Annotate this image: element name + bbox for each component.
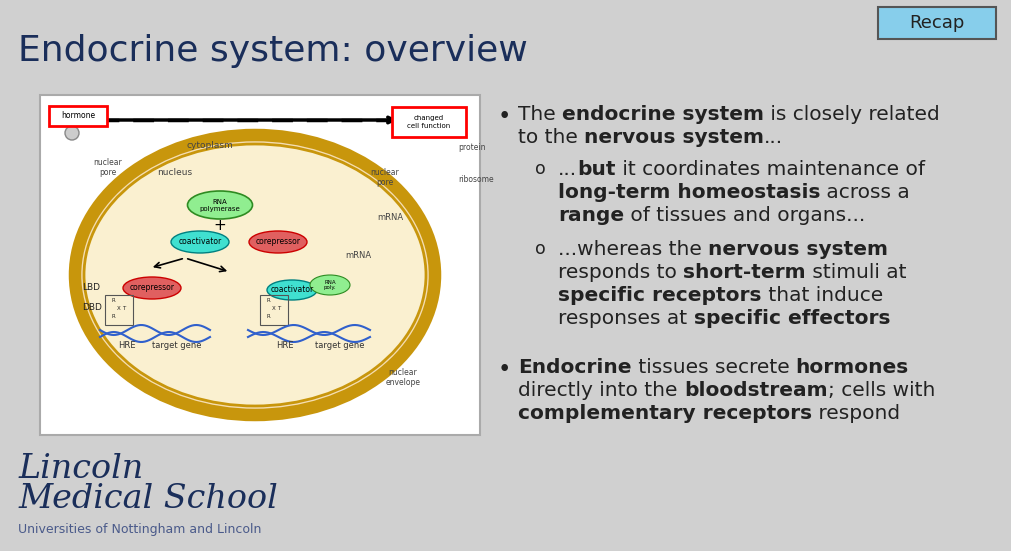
Ellipse shape xyxy=(75,135,435,415)
Text: ...: ... xyxy=(764,128,784,147)
Text: of tissues and organs...: of tissues and organs... xyxy=(624,206,865,225)
Text: T: T xyxy=(122,306,125,311)
Ellipse shape xyxy=(123,277,181,299)
Text: specific receptors: specific receptors xyxy=(558,286,761,305)
Text: responds to: responds to xyxy=(558,263,683,282)
Text: hormone: hormone xyxy=(61,111,95,121)
Text: hormones: hormones xyxy=(796,358,909,377)
Text: target gene: target gene xyxy=(315,341,365,350)
Text: DBD: DBD xyxy=(82,304,102,312)
Text: HRE: HRE xyxy=(118,341,135,350)
FancyBboxPatch shape xyxy=(878,7,996,39)
Text: +: + xyxy=(213,218,226,233)
Text: cytoplasm: cytoplasm xyxy=(187,141,234,150)
Text: R: R xyxy=(266,299,270,304)
Text: o: o xyxy=(535,160,546,178)
Circle shape xyxy=(65,126,79,140)
Text: X: X xyxy=(272,306,276,311)
Ellipse shape xyxy=(171,231,229,253)
FancyBboxPatch shape xyxy=(392,107,466,137)
Text: tissues secrete: tissues secrete xyxy=(632,358,796,377)
Text: •: • xyxy=(498,358,512,381)
Text: Lincoln: Lincoln xyxy=(18,453,144,485)
Text: target gene: target gene xyxy=(153,341,202,350)
Text: R: R xyxy=(111,299,115,304)
Text: RNA
poly.: RNA poly. xyxy=(324,279,337,290)
Text: changed: changed xyxy=(413,115,444,121)
Text: that induce: that induce xyxy=(761,286,883,305)
Text: is closely related: is closely related xyxy=(764,105,940,124)
Text: The: The xyxy=(518,105,562,124)
Text: nuclear
pore: nuclear pore xyxy=(371,168,399,187)
Text: HRE: HRE xyxy=(276,341,294,350)
Text: ...whereas the: ...whereas the xyxy=(558,240,709,259)
Text: nuclear
envelope: nuclear envelope xyxy=(385,368,421,387)
Ellipse shape xyxy=(310,275,350,295)
Text: to the: to the xyxy=(518,128,584,147)
Text: nervous system: nervous system xyxy=(584,128,764,147)
Text: it coordinates maintenance of: it coordinates maintenance of xyxy=(616,160,925,179)
Text: but: but xyxy=(577,160,616,179)
Text: responses at: responses at xyxy=(558,309,694,328)
Ellipse shape xyxy=(187,191,253,219)
Text: Universities of Nottingham and Lincoln: Universities of Nottingham and Lincoln xyxy=(18,523,262,536)
Text: RNA
polymerase: RNA polymerase xyxy=(199,198,241,212)
Text: T: T xyxy=(277,306,281,311)
Text: complementary receptors: complementary receptors xyxy=(518,404,812,423)
Text: across a: across a xyxy=(821,183,910,202)
Text: specific effectors: specific effectors xyxy=(694,309,890,328)
Text: X: X xyxy=(117,306,121,311)
Text: bloodstream: bloodstream xyxy=(683,381,827,400)
Text: R: R xyxy=(111,315,115,320)
Text: ribosome: ribosome xyxy=(458,175,493,184)
Text: o: o xyxy=(535,240,546,258)
Text: endocrine system: endocrine system xyxy=(562,105,764,124)
Text: range: range xyxy=(558,206,624,225)
Ellipse shape xyxy=(84,144,426,406)
Text: cell function: cell function xyxy=(407,123,451,129)
Text: respond: respond xyxy=(812,404,900,423)
Text: LBD: LBD xyxy=(82,284,100,293)
FancyBboxPatch shape xyxy=(49,106,107,126)
Text: •: • xyxy=(498,105,512,128)
Text: coactivator: coactivator xyxy=(270,285,313,294)
Text: ; cells with: ; cells with xyxy=(827,381,935,400)
Text: corepressor: corepressor xyxy=(256,237,300,246)
FancyBboxPatch shape xyxy=(40,95,480,435)
Text: mRNA: mRNA xyxy=(345,251,371,260)
Text: ...: ... xyxy=(558,160,577,179)
Text: nucleus: nucleus xyxy=(158,168,192,177)
Text: coactivator: coactivator xyxy=(178,237,221,246)
Text: Medical School: Medical School xyxy=(18,483,278,515)
Text: corepressor: corepressor xyxy=(129,284,175,293)
Text: nervous system: nervous system xyxy=(709,240,889,259)
Text: protein: protein xyxy=(458,143,485,152)
Text: stimuli at: stimuli at xyxy=(806,263,907,282)
Text: short-term: short-term xyxy=(683,263,806,282)
Text: Recap: Recap xyxy=(909,14,964,32)
Text: Endocrine: Endocrine xyxy=(518,358,632,377)
Text: mRNA: mRNA xyxy=(377,213,403,222)
Text: directly into the: directly into the xyxy=(518,381,683,400)
Text: Endocrine system: overview: Endocrine system: overview xyxy=(18,34,528,68)
Text: nuclear
pore: nuclear pore xyxy=(94,158,122,177)
Text: R: R xyxy=(266,315,270,320)
Ellipse shape xyxy=(249,231,307,253)
Text: long-term homeostasis: long-term homeostasis xyxy=(558,183,821,202)
Ellipse shape xyxy=(267,280,317,300)
